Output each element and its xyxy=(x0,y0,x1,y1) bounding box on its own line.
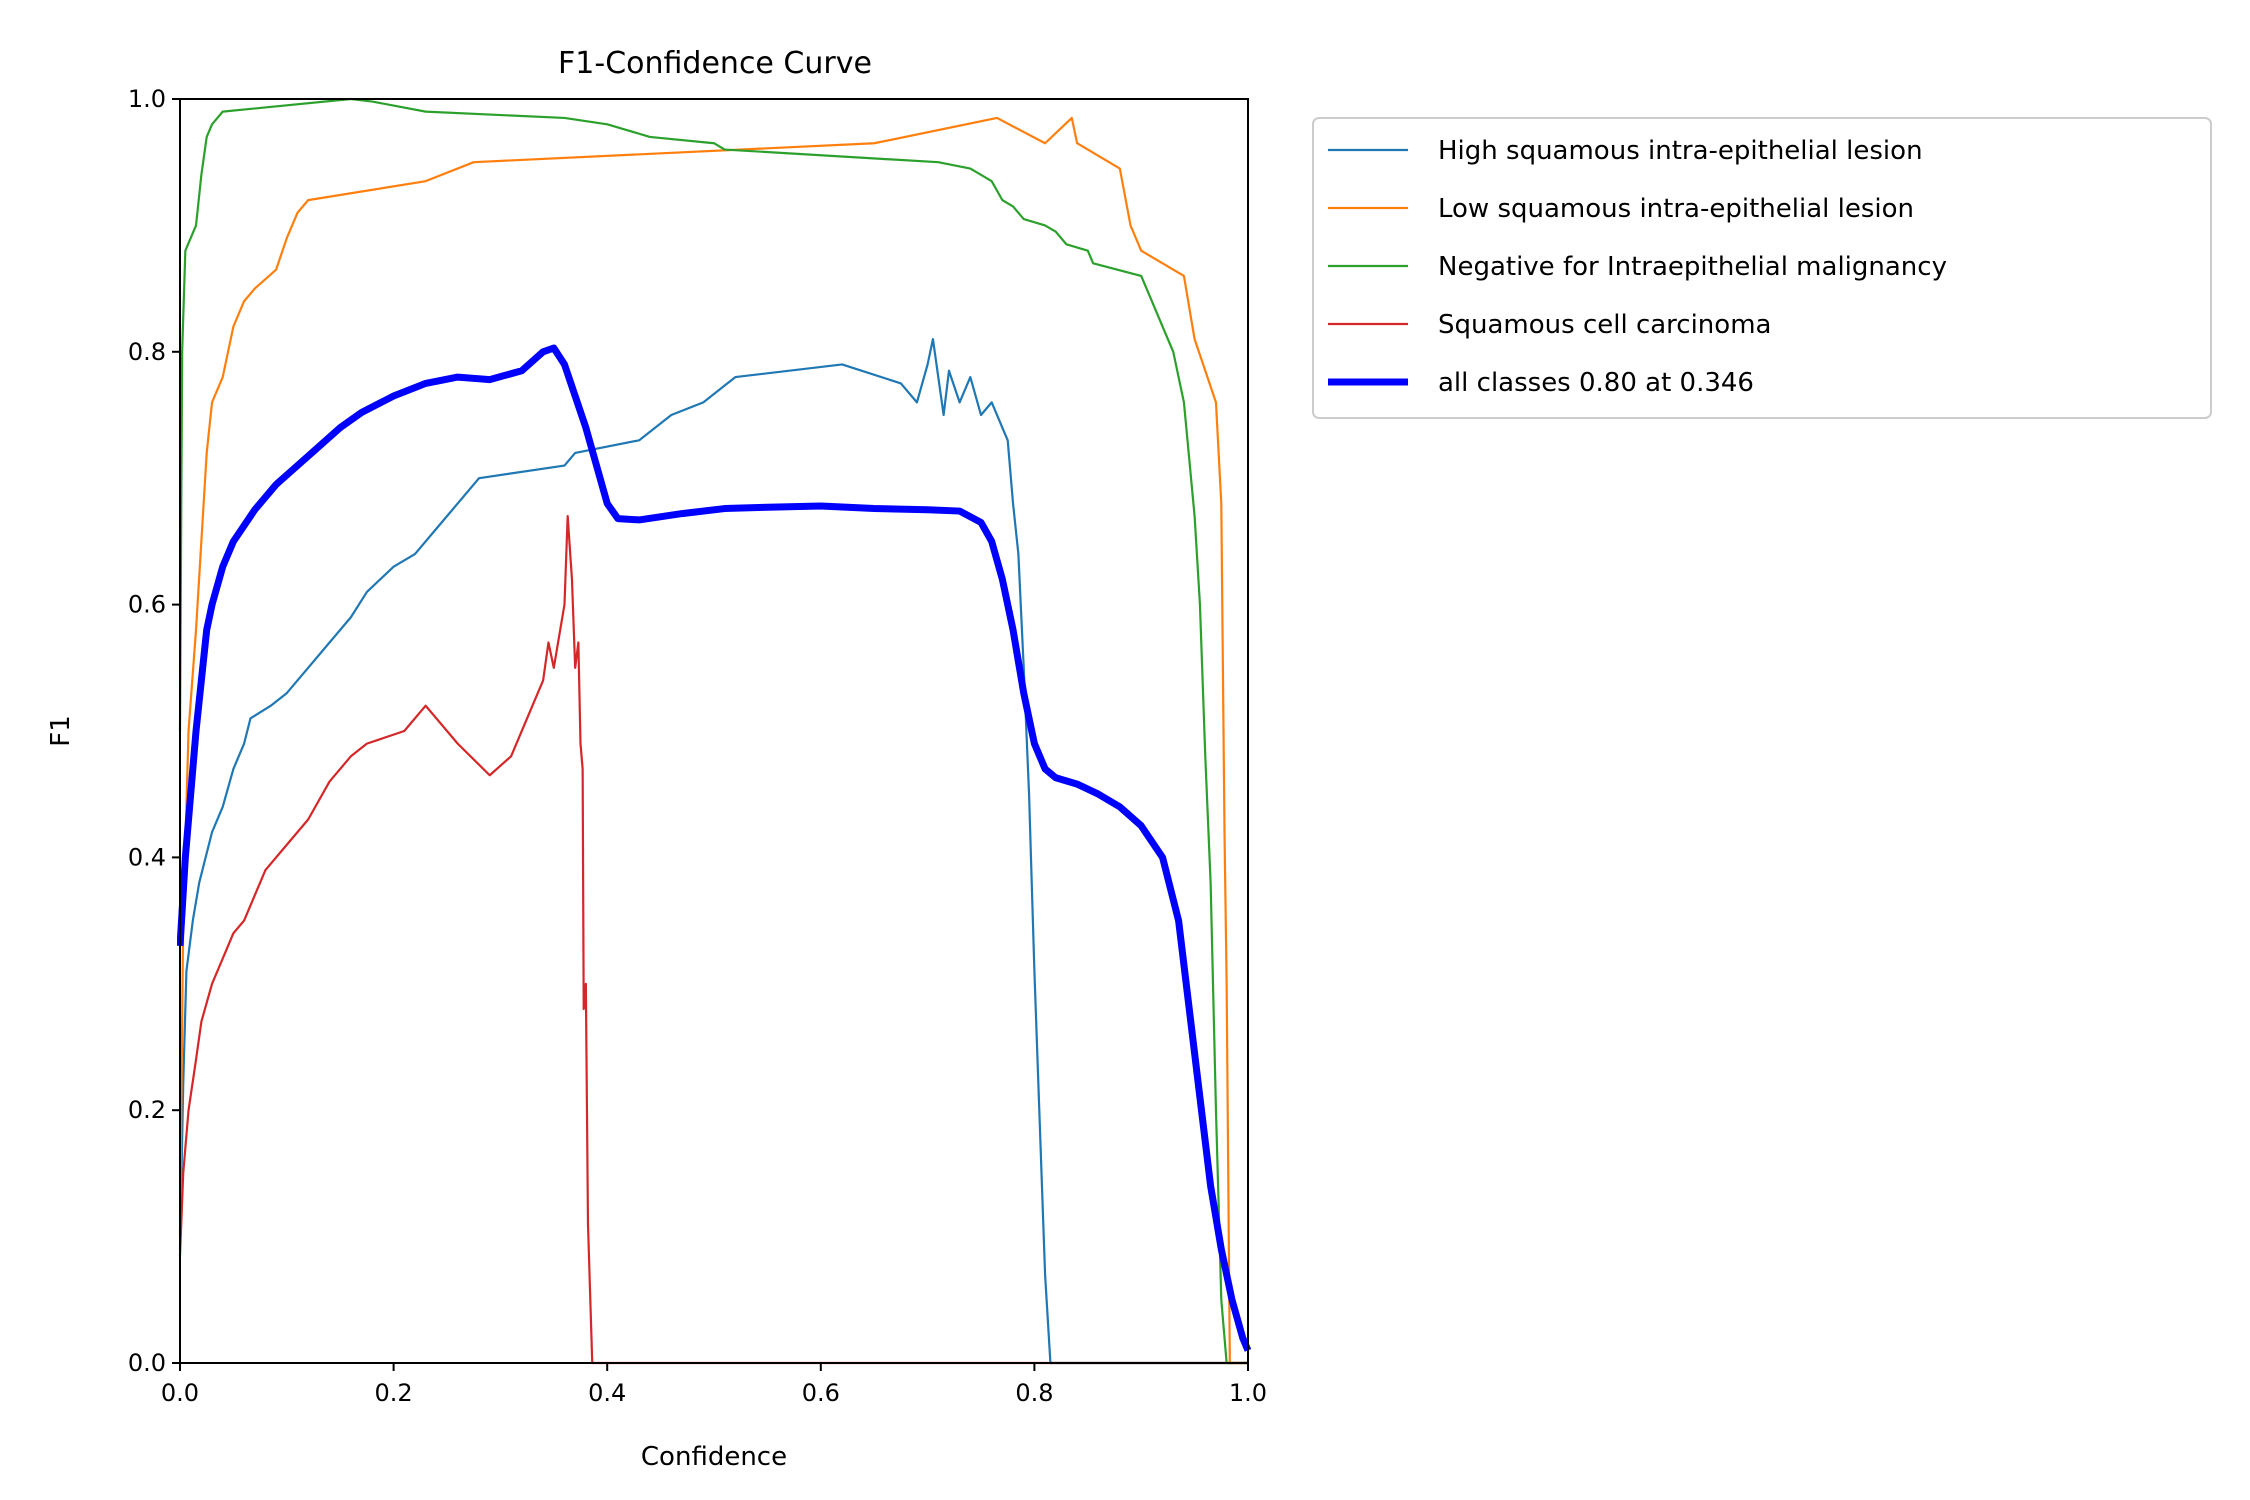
plot-frame xyxy=(179,98,1249,1364)
y-tick-label: 0.8 xyxy=(128,338,166,366)
x-tick-label: 0.4 xyxy=(588,1379,626,1407)
series-line-2 xyxy=(178,97,1248,1365)
y-axis-ticks: 0.0 0.2 0.4 0.6 0.8 1.0 xyxy=(128,85,180,1377)
y-tick-label: 0.0 xyxy=(128,1349,166,1377)
plot-area: 0.0 0.2 0.4 0.6 0.8 1.0 0.0 0.2 0.4 0.6 0.8 1.0 xyxy=(128,85,1267,1407)
x-tick-label: 0.0 xyxy=(161,1379,199,1407)
legend-entry-label: Low squamous intra-epithelial lesion xyxy=(1438,194,1914,224)
x-tick-label: 0.2 xyxy=(375,1379,413,1407)
y-tick-label: 0.4 xyxy=(128,843,166,871)
legend-entry-label: all classes 0.80 at 0.346 xyxy=(1438,368,1754,398)
chart-title: F1-Confidence Curve xyxy=(558,46,872,81)
y-tick-label: 1.0 xyxy=(128,85,166,113)
x-tick-label: 0.6 xyxy=(802,1379,840,1407)
legend: High squamous intra-epithelial lesion Low… xyxy=(1312,117,2212,419)
series-line-1 xyxy=(178,116,1248,1365)
series-layer xyxy=(177,97,1251,1365)
series-line-3 xyxy=(178,515,1248,1365)
series-line-0 xyxy=(178,338,1248,1365)
y-tick-label: 0.6 xyxy=(128,591,166,619)
y-tick-label: 0.2 xyxy=(128,1096,166,1124)
legend-entry-label: Squamous cell carcinoma xyxy=(1438,310,1771,340)
x-axis-label: Confidence xyxy=(641,1442,787,1472)
x-axis-ticks: 0.0 0.2 0.4 0.6 0.8 1.0 xyxy=(161,1363,1267,1407)
y-axis-label: F1 xyxy=(46,715,76,747)
series-line-4 xyxy=(177,344,1251,1352)
legend-frame xyxy=(1312,117,2212,419)
legend-entry-label: Negative for Intraepithelial malignancy xyxy=(1438,252,1947,282)
x-tick-label: 1.0 xyxy=(1229,1379,1267,1407)
legend-entry-label: High squamous intra-epithelial lesion xyxy=(1438,136,1923,166)
x-tick-label: 0.8 xyxy=(1015,1379,1053,1407)
